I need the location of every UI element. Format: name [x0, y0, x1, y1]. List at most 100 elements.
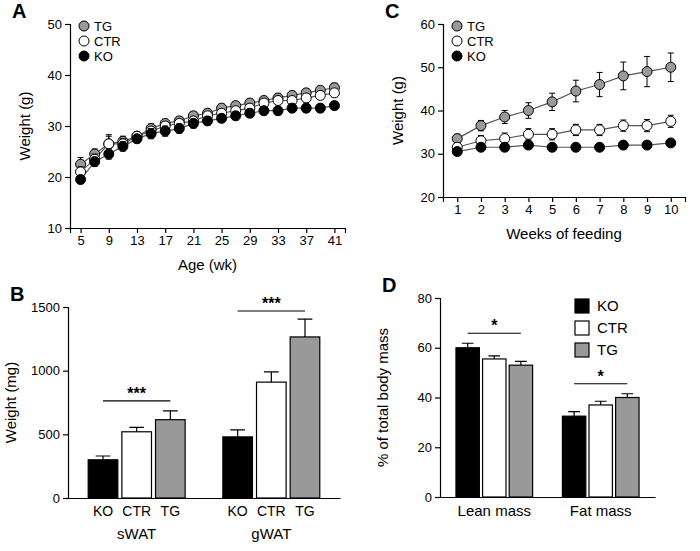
series-line — [81, 106, 335, 180]
data-point — [118, 141, 128, 151]
x-axis-title: Weeks of feeding — [506, 225, 622, 242]
panel-label: B — [10, 283, 24, 305]
data-point — [90, 157, 100, 167]
legend-label: CTR — [94, 34, 121, 49]
x-tick: 25 — [215, 228, 229, 248]
x-tick-label: 3 — [502, 202, 509, 217]
y-tick-label: 0 — [425, 490, 432, 505]
error-bar — [462, 343, 474, 347]
y-tick: 0 — [53, 491, 68, 506]
y-tick-label: 500 — [38, 427, 60, 442]
plot-area — [88, 319, 320, 498]
legend-marker — [452, 51, 462, 61]
error-bar — [515, 361, 527, 365]
data-point — [523, 106, 533, 116]
error-bar — [568, 412, 580, 416]
data-point — [571, 142, 581, 152]
x-tick-label: 1 — [454, 202, 461, 217]
y-tick-label: 50 — [48, 17, 62, 32]
panel: DLean massFat mass020406080% of total bo… — [374, 274, 656, 519]
data-point — [132, 134, 142, 144]
bar — [290, 337, 320, 498]
y-tick: 20 — [48, 170, 70, 185]
x-tick-label: 8 — [620, 202, 627, 217]
x-tick: 10 — [664, 197, 678, 217]
series-line — [457, 143, 671, 152]
data-point — [476, 142, 486, 152]
x-tick: sWAT — [117, 498, 156, 542]
legend-item: KO — [79, 49, 113, 64]
error-bar — [264, 372, 279, 382]
y-tick-label: 0 — [53, 491, 60, 506]
bar — [122, 432, 152, 498]
x-axis-line — [69, 498, 341, 499]
x-tick: 5 — [77, 228, 84, 248]
data-point — [547, 142, 557, 152]
series — [509, 361, 639, 497]
data-point — [618, 140, 628, 150]
y-axis-title: Weight (mg) — [2, 362, 19, 443]
annotations: ****** — [103, 295, 305, 402]
x-axis: Lean massFat mass — [441, 497, 656, 519]
data-point — [315, 103, 325, 113]
data-point — [174, 124, 184, 134]
y-tick-label: 20 — [48, 170, 62, 185]
error-bar — [488, 356, 500, 359]
x-tick-label: 41 — [328, 233, 342, 248]
bar-label: KO — [93, 503, 113, 519]
series — [76, 88, 340, 177]
legend-marker — [79, 51, 89, 61]
x-tick-label: 37 — [299, 233, 313, 248]
data-point — [104, 139, 114, 149]
data-point — [259, 106, 269, 116]
legend-label: KO — [467, 49, 486, 64]
data-point — [547, 97, 557, 107]
legend-label: KO — [94, 49, 113, 64]
legend-item: TG — [575, 341, 618, 358]
x-tick: gWAT — [251, 498, 291, 542]
error-bar — [298, 319, 313, 337]
y-tick: 0 — [425, 490, 440, 505]
y-tick: 50 — [421, 60, 443, 75]
data-point — [329, 101, 339, 111]
data-point — [595, 125, 605, 135]
x-tick-label: 7 — [596, 202, 603, 217]
bar — [257, 382, 287, 498]
legend-label: TG — [597, 341, 618, 358]
y-tick: 60 — [421, 17, 443, 32]
bar — [483, 359, 506, 497]
data-point — [571, 86, 581, 96]
y-tick: 1000 — [31, 363, 68, 378]
x-tick: 21 — [187, 228, 201, 248]
legend-swatch — [575, 299, 589, 313]
series — [122, 372, 286, 498]
y-tick-label: 40 — [418, 390, 432, 405]
legend-marker — [452, 21, 462, 31]
y-tick: 80 — [418, 291, 440, 306]
data-point — [666, 62, 676, 72]
data-point — [618, 121, 628, 131]
x-tick: 9 — [106, 228, 113, 248]
x-tick: 41 — [328, 228, 342, 248]
x-tick: 17 — [158, 228, 172, 248]
series — [156, 319, 320, 498]
x-tick: 9 — [644, 197, 651, 217]
x-tick-label: 17 — [158, 233, 172, 248]
y-tick: 40 — [421, 103, 443, 118]
y-tick: 10 — [48, 221, 70, 236]
data-point — [273, 96, 283, 106]
plot-area — [452, 53, 676, 157]
x-tick: 1 — [454, 197, 461, 217]
legend-item: KO — [452, 49, 486, 64]
data-point — [231, 111, 241, 121]
y-axis-line — [435, 299, 441, 498]
significance-label: *** — [262, 295, 281, 312]
legend-label: TG — [467, 19, 485, 34]
y-axis: 020406080 — [418, 291, 441, 505]
data-point — [315, 90, 325, 100]
legend-marker — [452, 36, 462, 46]
panel-label: A — [12, 0, 26, 22]
y-tick-label: 80 — [418, 291, 432, 306]
x-tick-label: sWAT — [117, 525, 156, 542]
x-tick-label: 13 — [130, 233, 144, 248]
